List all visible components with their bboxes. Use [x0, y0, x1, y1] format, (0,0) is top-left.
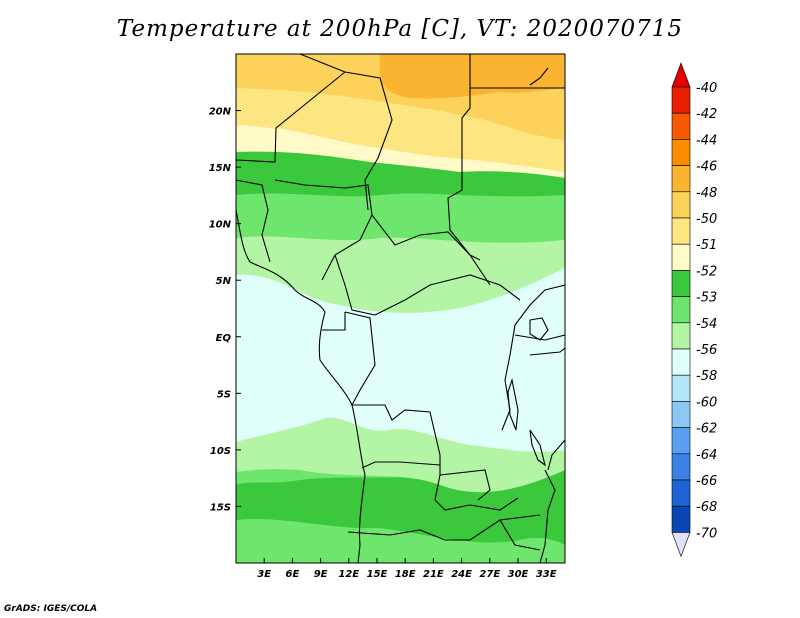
border-gabon [322, 312, 346, 331]
lon-tick-label: 30E [508, 569, 529, 580]
colorbar-label: -40 [696, 81, 717, 96]
red-sea-coast [529, 67, 549, 86]
border-west-africa [236, 179, 271, 263]
colorbar-segment [671, 296, 691, 324]
colorbar-segment [671, 479, 691, 507]
colorbar-label: -52 [696, 264, 717, 279]
field-band-green-lower [236, 518, 565, 563]
colorbar-segment [671, 401, 691, 428]
country-borders [236, 54, 565, 563]
border-car [371, 214, 481, 261]
colorbar-label: -48 [696, 186, 717, 201]
colorbar-segment [671, 243, 691, 271]
colorbar-segment [671, 427, 691, 455]
colorbar-segment [671, 165, 691, 193]
colorbar-segment [671, 139, 691, 166]
colorbar-segment [671, 86, 691, 114]
lon-tick-label: 12E [338, 569, 359, 580]
lon-tick-label: 6E [286, 569, 300, 580]
lake-malawi [529, 429, 546, 467]
lon-tick-label: 18E [395, 569, 416, 580]
colorbar-segment [671, 322, 691, 350]
lon-tick-label: 9E [314, 569, 328, 580]
border-nigeria [274, 179, 373, 281]
colorbar-label: -64 [696, 448, 717, 463]
border-cameroon [334, 254, 376, 316]
colorbar-label: -62 [696, 422, 717, 437]
colorbar-label: -54 [696, 317, 717, 332]
colorbar-label: -66 [696, 474, 717, 489]
colorbar-label: -68 [696, 500, 717, 515]
border-south-1 [499, 519, 541, 551]
colorbar-segment [671, 374, 691, 402]
colorbar-label: -46 [696, 160, 717, 175]
lat-tick-label: 20N [209, 107, 232, 118]
colorbar-segment [671, 191, 691, 219]
lon-tick-label: 27E [479, 569, 500, 580]
border-north-2 [236, 71, 346, 163]
colorbar-label: -58 [696, 369, 717, 384]
colorbar-segment [671, 112, 691, 140]
temperature-field [236, 54, 565, 563]
colorbar-label: -70 [696, 526, 717, 541]
border-congo [344, 311, 376, 406]
colorbar-label: -60 [696, 395, 717, 410]
border-east-2 [514, 334, 565, 341]
lat-tick-label: 5N [216, 276, 232, 287]
border-namibia [361, 461, 441, 469]
coast-east [547, 439, 565, 471]
field-band-cyan [236, 268, 565, 452]
map-title: Temperature at 200hPa [C], VT: 202007071… [116, 16, 684, 42]
colorbar-label: -42 [696, 107, 717, 122]
colorbar-label: -56 [696, 343, 717, 358]
lon-tick-label: 15E [367, 569, 388, 580]
colorbar-label: -44 [696, 133, 717, 148]
lon-tick-label: 24E [451, 569, 472, 580]
colorbar: -40 -42 -44 -46 -48 -50 -51 -52 -53 -54 -56 -58 -60 -… [671, 62, 717, 558]
lat-tick-label: 10S [210, 446, 231, 457]
field-band-orange [380, 54, 565, 99]
border-east-3 [529, 347, 565, 356]
colorbar-segment [671, 505, 691, 533]
lon-tick-label: 3E [257, 569, 271, 580]
grads-credit: GrADS: IGES/COLA [4, 604, 98, 614]
colorbar-bottom-arrow [671, 532, 691, 558]
border-east-4 [539, 469, 556, 563]
lat-tick-label: 15N [209, 163, 232, 174]
lat-tick-label: 5S [217, 389, 231, 400]
axis-ticks: 3E 6E 9E 12E 15E 18E 21E 24E 27E 30E 33E 20N 15N 10N 5… [209, 107, 557, 580]
border-drc [374, 274, 521, 316]
colorbar-segment [671, 348, 691, 376]
colorbar-segment [671, 270, 691, 297]
border-zambia [434, 474, 519, 511]
lat-tick-label: EQ [216, 333, 232, 344]
coastline [236, 209, 366, 563]
lat-tick-label: 15S [210, 502, 231, 513]
lake-tanganyika [507, 377, 519, 431]
colorbar-segment [671, 217, 691, 245]
colorbar-label: -53 [696, 291, 717, 306]
colorbar-segment [671, 453, 691, 481]
colorbar-top-arrow [671, 62, 691, 88]
lon-tick-label: 21E [423, 569, 444, 580]
lat-tick-label: 10N [209, 220, 232, 231]
map-frame [235, 53, 566, 564]
lon-tick-label: 33E [536, 569, 557, 580]
lake-victoria [529, 317, 549, 341]
colorbar-label: -50 [696, 212, 717, 227]
colorbar-label: -51 [696, 238, 717, 253]
border-angola [352, 404, 491, 501]
